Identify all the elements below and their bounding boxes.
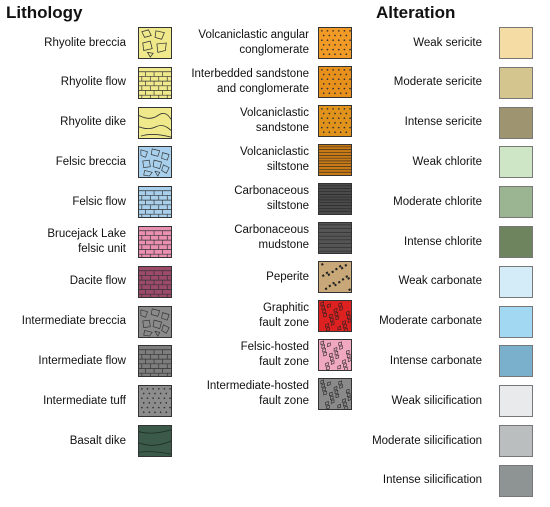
lithology-label: Peperite — [266, 270, 309, 283]
angular-conglomerate-swatch — [318, 27, 352, 59]
alteration-label: Intense silicification — [382, 474, 482, 487]
lithology-label: Rhyolite dike — [60, 116, 126, 129]
alteration-heading: Alteration — [376, 3, 456, 22]
lithology-label: Intermediate tuff — [43, 394, 126, 407]
intermediate-flow-pattern-icon — [139, 346, 171, 377]
carbonaceous-siltstone-pattern-icon — [319, 184, 351, 214]
volcaniclastic-siltstone-swatch — [318, 144, 352, 176]
felsic-fault-pattern-icon — [319, 340, 351, 370]
volcaniclastic-sandstone-pattern-icon — [319, 106, 351, 136]
alteration-label: Intense sericite — [404, 116, 482, 129]
intermediate-tuff-pattern-icon — [139, 386, 171, 417]
intermediate-flow-swatch — [138, 345, 172, 378]
felsic-breccia-pattern-icon — [139, 147, 171, 178]
alteration-label: Moderate sericite — [393, 76, 482, 89]
lithology-label: Intermediate-hosted fault zone — [206, 380, 309, 407]
rhyolite-flow-pattern-icon — [139, 67, 171, 98]
basalt-dike-pattern-icon — [139, 426, 171, 456]
lithology-label: Volcaniclastic siltstone — [239, 146, 309, 173]
lithology-label: Volcaniclastic angular conglomerate — [198, 29, 309, 56]
alteration-swatch — [499, 146, 533, 179]
intermediate-fault-swatch — [318, 378, 352, 410]
carbonaceous-mudstone-swatch — [318, 222, 352, 254]
lithology-label: Rhyolite breccia — [44, 36, 126, 49]
angular-conglomerate-pattern-icon — [319, 28, 351, 58]
alteration-label: Intense chlorite — [404, 235, 482, 248]
lithology-heading: Lithology — [6, 3, 83, 22]
alteration-label: Moderate carbonate — [379, 315, 482, 328]
felsic-breccia-swatch — [138, 146, 172, 179]
lithology-label: Graphitic fault zone — [259, 302, 309, 329]
volcaniclastic-siltstone-pattern-icon — [319, 145, 351, 175]
felsic-flow-pattern-icon — [139, 187, 171, 218]
dacite-flow-pattern-icon — [139, 266, 171, 297]
alteration-swatch — [499, 305, 533, 338]
rhyolite-breccia-swatch — [138, 27, 172, 59]
lithology-label: Dacite flow — [69, 275, 126, 288]
alteration-swatch — [499, 265, 533, 298]
alteration-label: Weak carbonate — [398, 275, 482, 288]
lithology-label: Carbonaceous siltstone — [234, 185, 309, 212]
sandstone-conglomerate-swatch — [318, 66, 352, 98]
lithology-label: Felsic-hosted fault zone — [240, 341, 309, 368]
alteration-label: Moderate chlorite — [393, 195, 482, 208]
alteration-swatch — [499, 425, 533, 457]
alteration-swatch — [499, 186, 533, 219]
lithology-label: Rhyolite flow — [60, 76, 126, 89]
intermediate-fault-pattern-icon — [319, 379, 351, 409]
lithology-label: Carbonaceous mudstone — [234, 224, 309, 251]
intermediate-tuff-swatch — [138, 385, 172, 418]
brucejack-felsic-pattern-icon — [139, 227, 171, 257]
lithology-label: Brucejack Lake felsic unit — [47, 228, 126, 255]
alteration-label: Weak chlorite — [412, 155, 482, 168]
alteration-swatch — [499, 345, 533, 378]
rhyolite-dike-swatch — [138, 106, 172, 139]
rhyolite-breccia-pattern-icon — [139, 28, 171, 58]
alteration-swatch — [499, 385, 533, 418]
dacite-flow-swatch — [138, 265, 172, 298]
graphitic-fault-pattern-icon — [319, 301, 351, 331]
graphitic-fault-swatch — [318, 300, 352, 332]
alteration-label: Weak silicification — [391, 394, 482, 407]
rhyolite-dike-pattern-icon — [139, 107, 171, 138]
felsic-fault-swatch — [318, 339, 352, 371]
sandstone-conglomerate-pattern-icon — [319, 67, 351, 97]
alteration-swatch — [499, 106, 533, 139]
lithology-label: Intermediate breccia — [21, 315, 126, 328]
peperite-swatch — [318, 261, 352, 293]
alteration-swatch — [499, 464, 533, 497]
brucejack-felsic-swatch — [138, 226, 172, 258]
peperite-pattern-icon — [319, 262, 351, 292]
alteration-label: Intense carbonate — [389, 354, 482, 367]
alteration-swatch — [499, 226, 533, 258]
lithology-label: Basalt dike — [69, 434, 126, 447]
alteration-label: Weak sericite — [413, 36, 482, 49]
alteration-label: Moderate silicification — [372, 434, 482, 447]
volcaniclastic-sandstone-swatch — [318, 105, 352, 137]
lithology-label: Volcaniclastic sandstone — [239, 107, 309, 134]
lithology-label: Intermediate flow — [38, 354, 126, 367]
lithology-label: Felsic flow — [72, 195, 126, 208]
intermediate-breccia-pattern-icon — [139, 306, 171, 337]
lithology-label: Interbedded sandstone and conglomerate — [191, 68, 309, 95]
felsic-flow-swatch — [138, 186, 172, 219]
basalt-dike-swatch — [138, 425, 172, 457]
carbonaceous-mudstone-pattern-icon — [319, 223, 351, 253]
carbonaceous-siltstone-swatch — [318, 183, 352, 215]
rhyolite-flow-swatch — [138, 66, 172, 99]
intermediate-breccia-swatch — [138, 305, 172, 338]
alteration-swatch — [499, 66, 533, 99]
alteration-swatch — [499, 27, 533, 59]
lithology-label: Felsic breccia — [55, 155, 126, 168]
